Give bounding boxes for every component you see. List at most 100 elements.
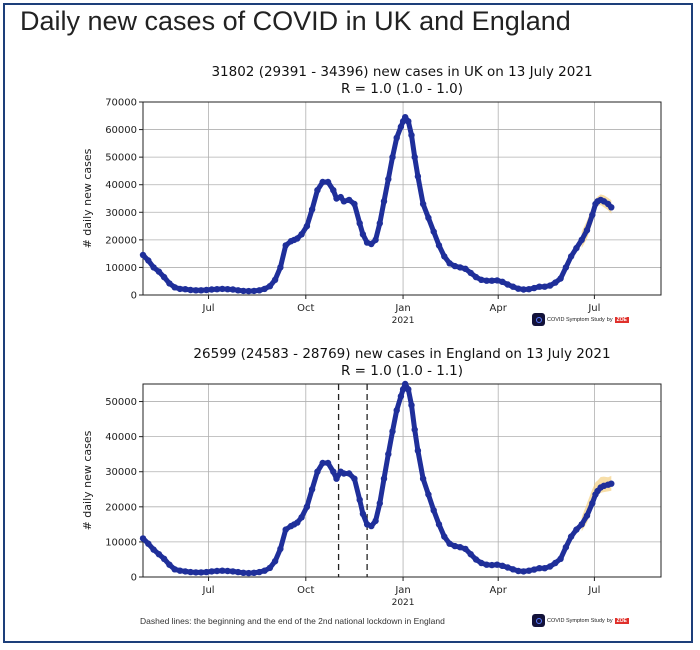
data-point xyxy=(546,282,554,289)
y-axis-title: # daily new cases xyxy=(81,430,94,530)
data-point xyxy=(182,568,189,575)
data-point xyxy=(372,517,379,525)
data-point xyxy=(208,286,215,293)
data-point xyxy=(589,500,596,507)
data-point xyxy=(389,153,396,161)
data-point xyxy=(176,285,184,293)
data-point xyxy=(324,459,332,467)
covid-app-icon xyxy=(532,614,545,627)
y-axis-title: # daily new cases xyxy=(81,148,94,248)
data-point xyxy=(250,287,258,295)
data-point xyxy=(411,153,418,161)
logo-text: COVID Symptom Study xyxy=(547,316,605,323)
data-point xyxy=(408,131,415,139)
x-tick-label: Jul xyxy=(587,303,600,314)
data-point xyxy=(380,198,388,205)
data-point xyxy=(483,561,490,568)
data-point xyxy=(372,236,379,244)
data-point xyxy=(562,264,570,271)
data-point xyxy=(256,568,263,576)
data-point xyxy=(240,569,247,576)
y-tick-label: 40000 xyxy=(105,180,137,191)
data-point xyxy=(376,500,383,507)
data-point xyxy=(462,265,469,272)
chart-subtitle-r: R = 1.0 (1.0 - 1.1) xyxy=(341,363,463,379)
data-point xyxy=(504,564,511,571)
zoe-logo-bottom: COVID Symptom Study by ZOE xyxy=(532,614,629,627)
data-point xyxy=(229,286,237,293)
data-point xyxy=(298,231,305,238)
data-point xyxy=(425,214,432,221)
data-point xyxy=(435,521,443,528)
data-point xyxy=(351,200,358,208)
data-point xyxy=(385,176,392,183)
data-point xyxy=(478,276,485,283)
data-point xyxy=(234,568,242,576)
data-point xyxy=(282,526,289,533)
data-point xyxy=(277,264,284,271)
data-point xyxy=(525,567,533,574)
data-point xyxy=(219,285,226,293)
data-point xyxy=(356,496,363,503)
data-point xyxy=(176,567,184,574)
data-point xyxy=(552,279,559,286)
data-point xyxy=(389,428,396,435)
data-point xyxy=(271,558,279,565)
data-point xyxy=(356,220,363,227)
data-point xyxy=(308,206,316,213)
data-point xyxy=(160,555,168,562)
data-point xyxy=(229,568,237,575)
data-point xyxy=(166,280,173,287)
data-point xyxy=(472,556,480,563)
data-point xyxy=(419,475,427,482)
data-point xyxy=(294,235,301,242)
data-point xyxy=(578,521,585,528)
data-point xyxy=(435,242,443,249)
data-point xyxy=(414,447,422,454)
data-point xyxy=(541,565,548,572)
data-point xyxy=(402,380,409,388)
y-tick-label: 20000 xyxy=(105,235,137,246)
data-point xyxy=(256,287,263,294)
data-point xyxy=(333,475,340,482)
uk-chart: 31802 (29391 - 34396) new cases in UK on… xyxy=(0,58,700,333)
data-point xyxy=(441,253,448,260)
logo-by: by xyxy=(606,316,613,323)
data-point xyxy=(340,470,348,477)
data-point xyxy=(234,287,242,294)
chart-subtitle-r: R = 1.0 (1.0 - 1.0) xyxy=(341,81,463,97)
data-point xyxy=(376,220,383,227)
plot-area-frame xyxy=(142,101,662,296)
data-point xyxy=(399,386,407,393)
data-point xyxy=(282,242,289,249)
data-point xyxy=(150,546,157,553)
data-point xyxy=(467,269,474,277)
data-point xyxy=(499,562,506,569)
data-point xyxy=(446,260,453,267)
x-tick-label: Jul xyxy=(202,585,215,596)
data-point xyxy=(472,273,480,281)
data-point xyxy=(319,459,326,467)
data-point xyxy=(314,187,321,194)
x-tick-label: Jan xyxy=(394,585,410,596)
data-point xyxy=(266,283,274,290)
data-point xyxy=(456,544,464,551)
data-point xyxy=(166,561,173,568)
data-point xyxy=(213,567,221,575)
data-point xyxy=(446,540,453,547)
data-point xyxy=(546,563,554,570)
data-point xyxy=(303,503,311,510)
chart-title: 26599 (24583 - 28769) new cases in Engla… xyxy=(193,346,610,362)
x-tick-label: Apr xyxy=(490,585,508,596)
data-point xyxy=(393,134,400,141)
data-point xyxy=(608,480,615,487)
x-tick-label: Apr xyxy=(490,303,508,314)
zoe-logo-top: COVID Symptom Study by ZOE xyxy=(532,313,629,326)
data-point xyxy=(150,264,157,271)
y-tick-label: 30000 xyxy=(105,467,137,478)
data-point xyxy=(405,118,412,125)
data-point xyxy=(245,569,252,577)
y-tick-label: 10000 xyxy=(105,537,137,548)
x-tick-label: Jul xyxy=(587,585,600,596)
data-point xyxy=(145,257,152,264)
